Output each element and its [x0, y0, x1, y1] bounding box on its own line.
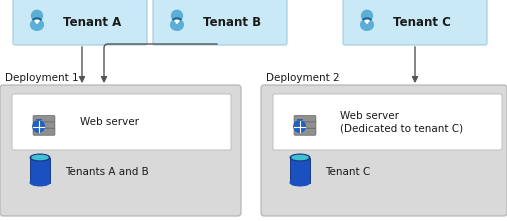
Circle shape: [361, 10, 373, 21]
Ellipse shape: [171, 19, 184, 30]
FancyBboxPatch shape: [36, 119, 42, 120]
Polygon shape: [34, 20, 40, 23]
FancyBboxPatch shape: [0, 85, 241, 216]
Ellipse shape: [290, 154, 310, 161]
FancyBboxPatch shape: [33, 122, 55, 129]
FancyBboxPatch shape: [261, 85, 507, 216]
Text: Tenant B: Tenant B: [203, 17, 261, 29]
Text: Tenant A: Tenant A: [63, 17, 121, 29]
Polygon shape: [174, 20, 179, 23]
Ellipse shape: [32, 155, 48, 160]
Ellipse shape: [30, 19, 44, 30]
FancyBboxPatch shape: [343, 0, 487, 45]
Polygon shape: [365, 20, 370, 23]
FancyBboxPatch shape: [30, 158, 50, 183]
Circle shape: [33, 121, 44, 132]
Ellipse shape: [30, 154, 50, 161]
Text: Tenant C: Tenant C: [393, 17, 451, 29]
FancyBboxPatch shape: [294, 116, 316, 123]
FancyBboxPatch shape: [36, 125, 42, 126]
Circle shape: [31, 10, 43, 21]
FancyBboxPatch shape: [12, 94, 231, 150]
Ellipse shape: [290, 179, 310, 186]
FancyBboxPatch shape: [297, 119, 303, 120]
Ellipse shape: [360, 19, 373, 30]
FancyBboxPatch shape: [33, 116, 55, 123]
FancyBboxPatch shape: [290, 158, 310, 183]
FancyBboxPatch shape: [294, 122, 316, 129]
Ellipse shape: [292, 155, 308, 160]
FancyBboxPatch shape: [13, 0, 147, 45]
FancyBboxPatch shape: [297, 125, 303, 126]
FancyBboxPatch shape: [273, 94, 502, 150]
FancyBboxPatch shape: [33, 128, 55, 135]
Text: Web server: Web server: [80, 117, 139, 127]
Circle shape: [294, 121, 305, 132]
FancyBboxPatch shape: [153, 0, 287, 45]
Text: Deployment 1: Deployment 1: [5, 73, 79, 83]
Text: Tenant C: Tenant C: [325, 167, 370, 177]
Circle shape: [171, 10, 183, 21]
Ellipse shape: [30, 179, 50, 186]
FancyBboxPatch shape: [297, 131, 303, 132]
Text: Deployment 2: Deployment 2: [266, 73, 340, 83]
FancyBboxPatch shape: [294, 128, 316, 135]
Text: Web server
(Dedicated to tenant C): Web server (Dedicated to tenant C): [340, 111, 463, 133]
Text: Tenants A and B: Tenants A and B: [65, 167, 149, 177]
FancyBboxPatch shape: [36, 131, 42, 132]
